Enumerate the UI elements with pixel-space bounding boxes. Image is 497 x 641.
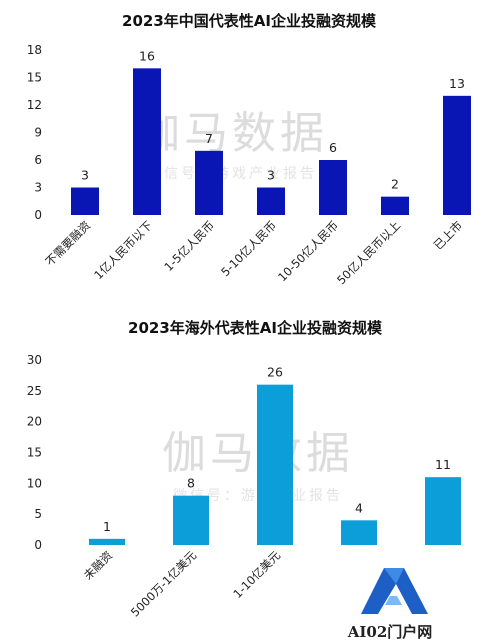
overseas-ytick-label: 25 (27, 384, 42, 398)
china-ytick-label: 15 (27, 71, 42, 85)
china-bar (195, 150, 223, 215)
china-data-label: 13 (449, 76, 465, 91)
china-data-label: 3 (267, 168, 275, 183)
overseas-ytick-label: 10 (27, 476, 42, 490)
logo-a-shape (361, 568, 428, 614)
china-data-label: 6 (329, 140, 337, 155)
china-ytick-label: 3 (34, 181, 42, 195)
overseas-ytick-label: 5 (34, 507, 42, 521)
china-ytick-label: 6 (34, 153, 42, 167)
china-category-label: 不需要融资 (43, 218, 94, 269)
china-ytick-label: 12 (27, 98, 42, 112)
china-data-label: 3 (81, 168, 89, 183)
watermark-top: 伽马数据 (136, 108, 328, 159)
overseas-ytick-label: 15 (27, 446, 42, 460)
china-bar (257, 187, 285, 215)
chart-overseas-title: 2023年海外代表性AI企业投融资规模 (128, 319, 383, 337)
overseas-bar (89, 538, 125, 545)
china-bar (133, 68, 161, 215)
overseas-bar (425, 477, 461, 545)
china-bar (443, 95, 471, 215)
china-category-label: 5-10亿人民币 (218, 218, 279, 279)
watermark-bottom: 伽马数据 (162, 428, 354, 479)
overseas-data-label: 26 (267, 365, 283, 380)
overseas-category-label: 未融资 (81, 548, 115, 582)
overseas-bar (257, 384, 293, 545)
china-data-label: 7 (205, 131, 213, 146)
china-ytick-label: 18 (27, 43, 42, 57)
overseas-data-label: 8 (187, 476, 195, 491)
china-ytick-label: 0 (34, 208, 42, 222)
overseas-bar (173, 495, 209, 545)
logo-text: AI02门户网 (347, 623, 433, 641)
watermark-top-sub: 微信号：游戏产业报告 (147, 166, 317, 182)
site-logo: AI02门户网 (347, 568, 433, 641)
china-bar (319, 160, 347, 215)
chart-china-title: 2023年中国代表性AI企业投融资规模 (122, 12, 377, 30)
china-category-label: 1-5亿人民币 (161, 218, 217, 274)
china-category-label: 10-50亿人民币 (275, 218, 341, 284)
watermark-bottom-sub: 微信号：游戏产业报告 (173, 488, 343, 504)
overseas-category-label: 5000万-1亿美元 (128, 548, 200, 620)
china-category-label: 50亿人民币以上 (334, 218, 403, 287)
china-bar (71, 187, 99, 215)
overseas-data-label: 11 (435, 457, 451, 472)
overseas-data-label: 1 (103, 519, 111, 534)
overseas-ytick-label: 0 (34, 538, 42, 552)
china-bar (381, 196, 409, 215)
overseas-ytick-label: 30 (27, 353, 42, 367)
china-ytick-label: 9 (34, 126, 42, 140)
china-data-label: 16 (139, 48, 155, 63)
overseas-data-label: 4 (355, 500, 363, 515)
china-category-label: 1亿人民币以下 (91, 218, 155, 282)
overseas-category-label: 1-10亿美元 (230, 548, 283, 601)
china-data-label: 2 (391, 177, 399, 192)
overseas-ytick-label: 20 (27, 415, 42, 429)
overseas-bar (341, 520, 377, 545)
china-category-label: 已上市 (431, 218, 465, 252)
